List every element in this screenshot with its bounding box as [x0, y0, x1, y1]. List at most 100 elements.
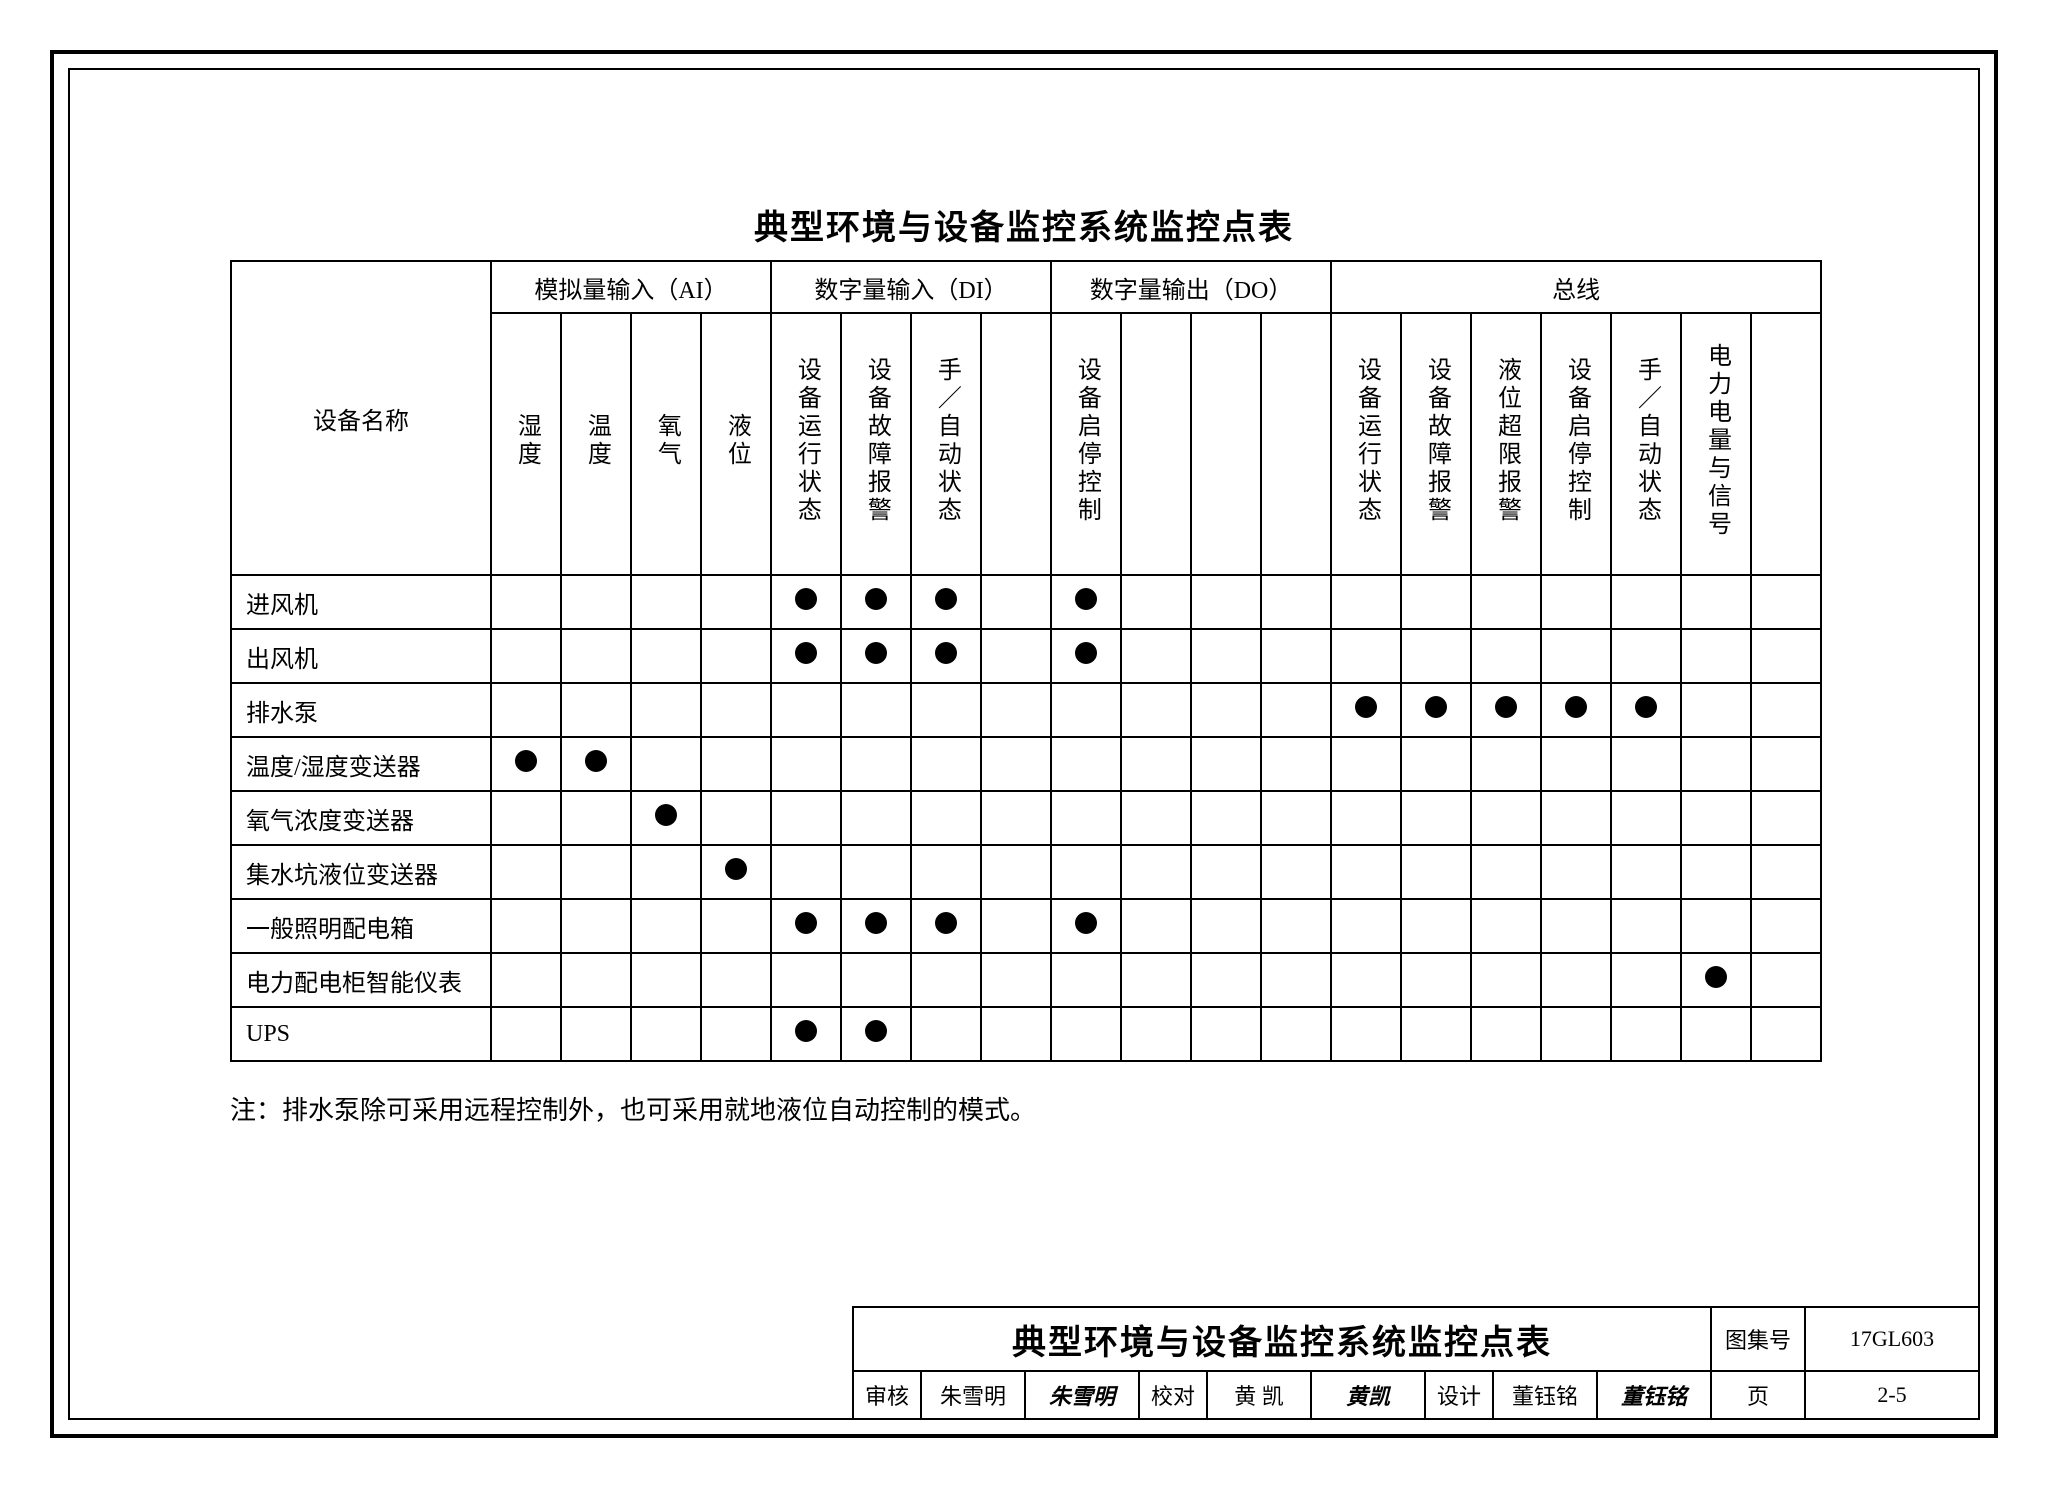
cell [981, 953, 1051, 1007]
cell [1611, 737, 1681, 791]
cell [1401, 1007, 1471, 1061]
row-name: 温度/湿度变送器 [231, 737, 491, 791]
cell [701, 575, 771, 629]
cell [701, 953, 771, 1007]
cell [1121, 845, 1191, 899]
cell [1401, 737, 1471, 791]
cell [771, 791, 841, 845]
cell [771, 953, 841, 1007]
table-row: 电力配电柜智能仪表 [231, 953, 1821, 1007]
cell [841, 575, 911, 629]
row-name: 进风机 [231, 575, 491, 629]
cell [561, 791, 631, 845]
cell [981, 899, 1051, 953]
col-sub-14: 液位超限报警 [1471, 313, 1541, 575]
cell [1051, 737, 1121, 791]
dot-icon [795, 1020, 817, 1042]
row-name: 一般照明配电箱 [231, 899, 491, 953]
cell [631, 953, 701, 1007]
row-name: 出风机 [231, 629, 491, 683]
cell [1471, 1007, 1541, 1061]
cell [1331, 899, 1401, 953]
cell [1051, 953, 1121, 1007]
table-row: 温度/湿度变送器 [231, 737, 1821, 791]
col-sub-6: 手／自动状态 [911, 313, 981, 575]
cell [1331, 791, 1401, 845]
cell [1191, 683, 1261, 737]
cell [1121, 575, 1191, 629]
cell [1681, 899, 1751, 953]
row-name: 氧气浓度变送器 [231, 791, 491, 845]
table-row: 排水泵 [231, 683, 1821, 737]
cell [1331, 845, 1401, 899]
col-sub-2: 氧气 [631, 313, 701, 575]
table-row: UPS [231, 1007, 1821, 1061]
dot-icon [935, 912, 957, 934]
col-sub-13: 设备故障报警 [1401, 313, 1471, 575]
table-row: 一般照明配电箱 [231, 899, 1821, 953]
cell [1051, 1007, 1121, 1061]
cell [1611, 953, 1681, 1007]
cell [1471, 683, 1541, 737]
dot-icon [1565, 696, 1587, 718]
cell [561, 1007, 631, 1061]
dot-icon [1075, 588, 1097, 610]
col-sub-11 [1261, 313, 1331, 575]
cell [981, 629, 1051, 683]
page-no: 2-5 [1805, 1371, 1978, 1418]
cell [771, 629, 841, 683]
cell [1401, 791, 1471, 845]
cell [771, 845, 841, 899]
check-signature: 黄凯 [1311, 1371, 1425, 1418]
cell [1681, 1007, 1751, 1061]
check-label: 校对 [1139, 1371, 1207, 1418]
dot-icon [865, 1020, 887, 1042]
cell [1611, 629, 1681, 683]
cell [1401, 683, 1471, 737]
cell [1191, 845, 1261, 899]
dot-icon [1635, 696, 1657, 718]
cell [911, 629, 981, 683]
row-name: 排水泵 [231, 683, 491, 737]
cell [911, 791, 981, 845]
col-sub-4: 设备运行状态 [771, 313, 841, 575]
cell [1191, 575, 1261, 629]
cell [1261, 791, 1331, 845]
cell [841, 953, 911, 1007]
cell [1541, 899, 1611, 953]
cell [841, 737, 911, 791]
cell [561, 683, 631, 737]
cell [1681, 845, 1751, 899]
cell [1611, 575, 1681, 629]
cell [1611, 791, 1681, 845]
table-row: 集水坑液位变送器 [231, 845, 1821, 899]
cell [981, 1007, 1051, 1061]
dot-icon [795, 588, 817, 610]
cell [1331, 629, 1401, 683]
cell [1751, 1007, 1821, 1061]
col-group-3: 总线 [1331, 261, 1821, 313]
cell [1191, 737, 1261, 791]
cell [491, 683, 561, 737]
cell [911, 1007, 981, 1061]
table-row: 氧气浓度变送器 [231, 791, 1821, 845]
cell [1611, 899, 1681, 953]
design-signature: 董钰铭 [1597, 1371, 1711, 1418]
cell [1751, 629, 1821, 683]
cell [631, 1007, 701, 1061]
dot-icon [935, 642, 957, 664]
cell [1191, 791, 1261, 845]
dot-icon [585, 750, 607, 772]
cell [1471, 737, 1541, 791]
cell [561, 899, 631, 953]
cell [1051, 899, 1121, 953]
cell [631, 737, 701, 791]
cell [1121, 791, 1191, 845]
dot-icon [515, 750, 537, 772]
dot-icon [655, 804, 677, 826]
cell [771, 683, 841, 737]
cell [771, 1007, 841, 1061]
cell [1751, 899, 1821, 953]
col-sub-9 [1121, 313, 1191, 575]
drawing-title: 典型环境与设备监控系统监控点表 [853, 1307, 1711, 1371]
